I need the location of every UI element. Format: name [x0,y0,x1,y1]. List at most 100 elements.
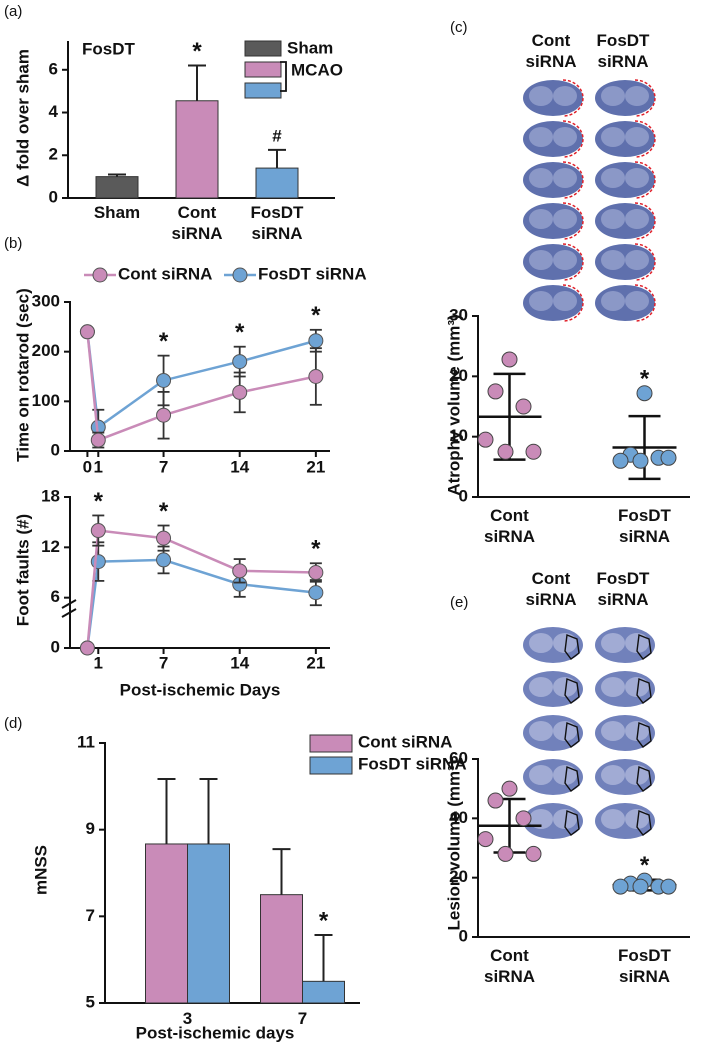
point [308,333,324,349]
y-tick-label: 7 [86,906,95,925]
point [232,384,248,400]
point [156,530,172,546]
atrophy-images [522,79,656,322]
x-tick-label: Cont siRNA [171,203,223,243]
y-tick-label: 0 [51,440,60,459]
annotation: * [319,907,329,934]
y-tick-label: 60 [449,748,468,767]
x-tick-label: 1 [94,457,103,476]
annotation: * [159,328,169,355]
y-tick-label: 2 [49,145,58,164]
point [232,354,248,370]
legend-swatch [309,734,353,753]
legend-swatch [244,40,282,57]
brain-image [594,243,656,281]
point [515,810,532,827]
y-tick-label: 0 [51,637,60,656]
x-tick-label: Cont siRNA [483,506,535,546]
legend-bracket [280,61,287,92]
legend-swatch [244,61,282,78]
brain-image [594,202,656,240]
point [156,552,172,568]
point [497,443,514,460]
y-tick-label: 5 [86,992,95,1011]
brain-image [594,120,656,158]
y-tick-label: 300 [32,291,60,310]
brain-image [522,670,584,708]
y-tick-label: 0 [459,486,468,505]
chart-title: FosDT [82,39,136,58]
y-tick-label: 6 [51,587,60,606]
x-tick-label: 14 [230,457,249,476]
brain-image [522,626,584,664]
x-tick-label: 1 [94,653,103,672]
legend-swatch [244,82,282,99]
brain-image [594,284,656,322]
annotation: * [192,38,202,65]
bar [302,980,345,1004]
annotation: * [311,536,321,563]
line [86,558,316,649]
brain-image [594,802,656,840]
x-tick-label: 21 [306,457,325,476]
y-tick-label: 11 [77,732,95,751]
brain-image [522,120,584,158]
point [308,585,324,601]
point [477,831,494,848]
point [156,372,172,388]
panel-label: (c) [450,19,468,36]
point [632,452,649,469]
y-tick-label: 18 [41,486,60,505]
image-label: FosDT siRNA [596,569,650,609]
legend-swatch [309,756,353,775]
bar [260,894,303,1004]
bar [255,167,299,199]
point [632,878,649,895]
brain-image [594,758,656,796]
y-tick-label: 4 [49,102,59,121]
y-tick-label: 40 [449,808,468,827]
point [90,432,106,448]
point [308,369,324,384]
y-tick-label: 20 [449,366,468,385]
point [90,554,106,570]
brain-image [594,79,656,117]
point [308,565,324,580]
point [79,640,95,656]
point [497,845,514,862]
annotation: * [159,498,169,525]
point [525,845,542,862]
image-label: Cont siRNA [525,569,577,609]
annotation: * [235,319,245,346]
brain-image [522,758,584,796]
point [156,407,172,423]
x-tick-label: 7 [159,457,168,476]
x-tick-label: 21 [306,653,325,672]
point [636,385,653,402]
annotation: * [640,366,650,393]
line [86,331,317,430]
legend-label: MCAO [291,60,343,79]
x-tick-label: Sham [93,203,141,222]
legend-label: FosDT siRNA [358,754,467,773]
y-tick-label: 30 [449,305,468,324]
y-tick-label: 9 [86,819,95,838]
y-tick-label: 100 [32,391,60,410]
x-tick-label: 7 [159,653,168,672]
brain-image [594,161,656,199]
image-label: Cont siRNA [525,31,577,71]
brain-image [522,284,584,322]
point [525,443,542,460]
legend-marker [92,267,108,283]
point [660,449,677,466]
point [515,398,532,415]
point [79,324,95,340]
brain-image [522,202,584,240]
annotation: * [311,302,321,329]
y-tick-label: 12 [41,537,60,556]
panel-label: (e) [450,594,468,611]
y-tick-label: 200 [32,341,60,360]
x-tick-label: FosDT siRNA [618,506,671,546]
line [86,331,317,442]
